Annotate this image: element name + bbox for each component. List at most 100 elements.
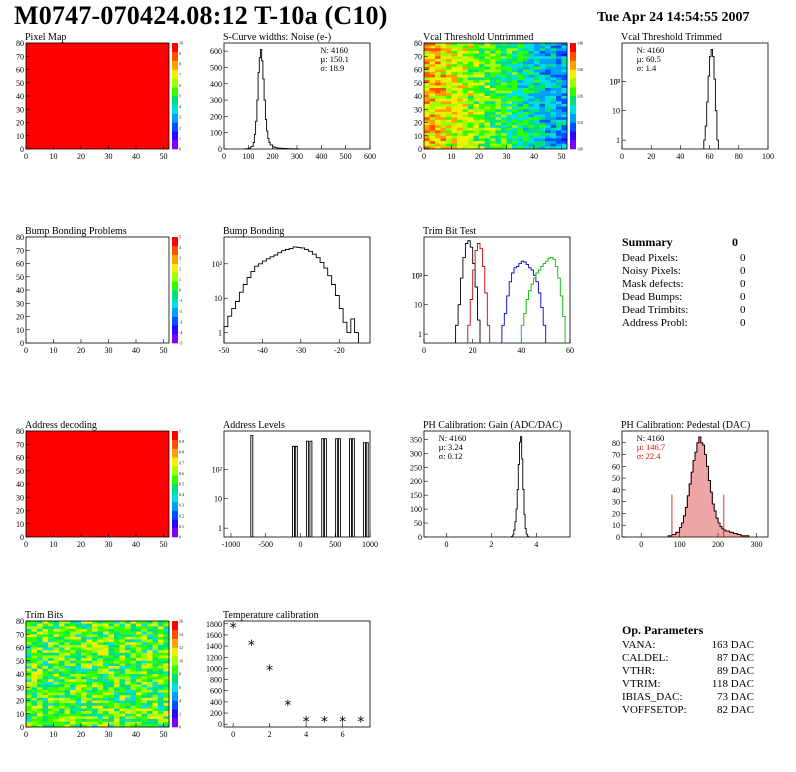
heatmap-cell: [103, 700, 109, 704]
heatmap-cell: [556, 135, 562, 139]
heatmap-cell: [473, 96, 480, 99]
heatmap-cell: [53, 687, 60, 691]
heatmap-cell: [490, 111, 496, 115]
heatmap-cell: [440, 43, 447, 46]
heatmap-cell: [42, 711, 49, 715]
heatmap-cell: [479, 119, 485, 123]
heatmap-cell: [512, 96, 518, 99]
x-tick-label: 40: [132, 540, 140, 549]
colorbar-segment: [172, 682, 178, 692]
heatmap-cell: [119, 679, 126, 683]
heatmap-cell: [457, 61, 463, 65]
heatmap-cell: [136, 668, 142, 672]
heatmap-cell: [506, 122, 513, 126]
colorbar-segment: [172, 709, 178, 719]
y-tick-label: 400: [210, 80, 222, 89]
heatmap-cell: [141, 644, 148, 648]
heatmap-cell: [534, 51, 540, 54]
heatmap-cell: [501, 109, 507, 113]
heatmap-cell: [53, 705, 60, 709]
heatmap-cell: [81, 631, 87, 635]
y-tick-label: 50: [612, 474, 620, 483]
heatmap-cell: [457, 82, 463, 86]
heatmap-cell: [75, 700, 82, 704]
heatmap-cell: [37, 705, 43, 709]
heatmap-cell: [556, 143, 562, 147]
heatmap-cell: [429, 51, 436, 54]
heatmap-cell: [158, 689, 164, 693]
heatmap-cell: [468, 119, 474, 123]
heatmap-cell: [141, 671, 148, 675]
heatmap-cell: [435, 69, 441, 73]
heatmap-cell: [556, 48, 562, 52]
heatmap-cell: [92, 634, 98, 638]
y-tick-label: 10²: [610, 77, 621, 86]
heatmap-cell: [81, 711, 87, 715]
heatmap-cell: [440, 119, 447, 123]
heatmap-cell: [561, 74, 568, 78]
heatmap-cell: [462, 143, 469, 147]
heatmap-cell: [473, 93, 480, 97]
heatmap-cell: [501, 43, 507, 46]
heatmap-cell: [136, 621, 142, 624]
heatmap-cell: [550, 138, 557, 142]
heatmap-cell: [147, 674, 153, 677]
heatmap-cell: [92, 716, 98, 720]
colorbar-tick-label: 0.6: [179, 471, 184, 476]
heatmap-cell: [103, 644, 109, 648]
heatmap-cell: [517, 117, 524, 121]
op-param-label: VOFFSETOP:: [622, 704, 687, 716]
heatmap-cell: [446, 103, 452, 107]
x-tick-label: 300: [750, 540, 762, 549]
heatmap-cell: [37, 650, 43, 654]
heatmap-cell: [152, 652, 159, 656]
heatmap-cell: [539, 64, 546, 68]
heatmap-cell: [523, 56, 529, 60]
colorbar-tick-label: 130: [577, 67, 583, 72]
heatmap-cell: [37, 666, 43, 669]
heatmap-cell: [70, 697, 76, 701]
heatmap-cell: [75, 682, 82, 685]
heatmap-cell: [92, 700, 98, 704]
heatmap-cell: [42, 626, 49, 630]
heatmap-cell: [70, 629, 76, 632]
heatmap-cell: [462, 103, 469, 107]
heatmap-cell: [81, 713, 87, 717]
heatmap-cell: [556, 80, 562, 84]
heatmap-cell: [479, 130, 485, 134]
heatmap-cell: [539, 125, 546, 129]
heatmap-cell: [561, 80, 568, 84]
heatmap-cell: [451, 72, 458, 76]
heatmap-cell: [141, 687, 148, 691]
heatmap-cell: [495, 141, 502, 145]
heatmap-cell: [53, 711, 60, 715]
y-tick-label: 10: [414, 301, 422, 310]
heatmap-cell: [501, 93, 507, 97]
heatmap-cell: [424, 141, 430, 145]
colorbar-tick-label: 0.9: [179, 439, 184, 444]
heatmap-cell: [506, 66, 513, 70]
heatmap-cell: [512, 48, 518, 52]
colorbar-segment: [172, 528, 178, 538]
heatmap-cell: [479, 146, 485, 150]
y-tick-label: 10: [414, 132, 422, 141]
y-tick-label: 300: [410, 449, 422, 458]
address-spike: [305, 440, 309, 537]
x-tick-label: 10: [448, 152, 456, 161]
heatmap-cell: [539, 96, 546, 99]
heatmap-cell: [163, 692, 170, 696]
heatmap-cell: [523, 138, 529, 142]
heatmap-cell: [108, 634, 115, 638]
vcal-untrimmed-panel: Vcal Threshold Untrimmed1001101201301400…: [414, 32, 583, 161]
heatmap-cell: [103, 684, 109, 688]
bump-bonding-frame: [223, 236, 371, 344]
heatmap-cell: [490, 45, 496, 49]
heatmap-cell: [42, 650, 49, 654]
x-tick-label: 40: [530, 152, 538, 161]
trim-series-blue: [501, 260, 547, 343]
heatmap-cell: [26, 647, 32, 651]
heatmap-cell: [141, 697, 148, 701]
heatmap-cell: [81, 705, 87, 709]
heatmap-cell: [119, 660, 126, 664]
summary-label: Noisy Pixels:: [622, 265, 681, 277]
